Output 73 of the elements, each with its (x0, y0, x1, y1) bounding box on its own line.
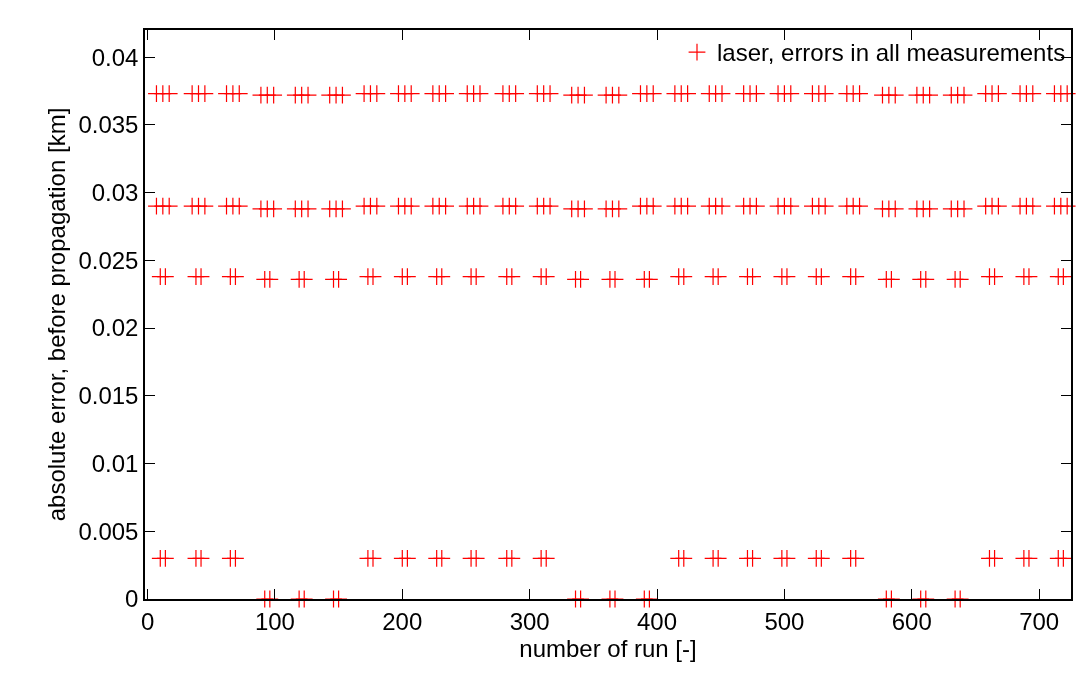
x-tick-label: 700 (1019, 607, 1060, 635)
point (467, 267, 486, 286)
point (260, 590, 279, 608)
point (260, 270, 279, 289)
point (606, 270, 625, 289)
y-tick-label: 0.02 (91, 314, 139, 342)
y-tick-label: 0.03 (91, 178, 139, 206)
x-tick-label: 200 (382, 607, 423, 635)
point (571, 270, 590, 289)
y-tick-label: 0.005 (78, 517, 139, 545)
point (364, 549, 382, 568)
point (674, 549, 693, 568)
x-tick-label: 400 (637, 607, 678, 635)
point (709, 267, 728, 286)
x-tick-label: 500 (764, 607, 805, 635)
y-tick-label: 0.04 (91, 43, 139, 71)
point (1054, 267, 1073, 286)
y-tick-label: 0.015 (78, 382, 139, 410)
point (192, 549, 211, 568)
point (295, 270, 314, 289)
y-tick-label: 0.01 (91, 449, 139, 477)
y-tick-label: 0.025 (78, 246, 139, 274)
y-axis-title: absolute error, before propagation [km] (42, 107, 70, 522)
point (606, 590, 625, 608)
y-tick-label: 0.035 (78, 111, 139, 139)
point (846, 549, 865, 568)
point (329, 590, 348, 608)
point (640, 270, 659, 289)
point (156, 267, 175, 286)
point (467, 549, 486, 568)
point (295, 590, 314, 608)
point (916, 590, 935, 608)
point (398, 267, 417, 286)
point (951, 270, 970, 289)
point (951, 590, 970, 608)
point (812, 549, 831, 568)
point (916, 270, 935, 289)
point (846, 267, 865, 286)
point (709, 549, 728, 568)
point (537, 549, 556, 568)
point (1054, 549, 1073, 568)
point (640, 590, 659, 608)
point (537, 267, 556, 286)
legend-label: laser, errors in all measurements (717, 39, 1066, 67)
point (329, 270, 348, 289)
point (985, 549, 1004, 568)
point (777, 267, 796, 286)
point (743, 267, 762, 286)
x-tick-label: 600 (891, 607, 932, 635)
point (571, 590, 590, 608)
point (882, 270, 901, 289)
point (226, 549, 245, 568)
point (1019, 267, 1038, 286)
x-axis-title: number of run [-] (519, 634, 697, 662)
point (398, 549, 417, 568)
point (364, 267, 382, 286)
point (674, 267, 693, 286)
y-tick-label: 0 (125, 585, 139, 613)
point (777, 549, 796, 568)
point (985, 267, 1004, 286)
point (882, 590, 901, 608)
point (502, 549, 521, 568)
point (812, 267, 831, 286)
point (502, 267, 521, 286)
point (432, 549, 451, 568)
point (432, 267, 451, 286)
point (743, 549, 762, 568)
point (192, 267, 211, 286)
point (156, 549, 175, 568)
point (1019, 549, 1038, 568)
x-tick-label: 300 (509, 607, 550, 635)
x-tick-label: 100 (254, 607, 295, 635)
point (226, 267, 245, 286)
